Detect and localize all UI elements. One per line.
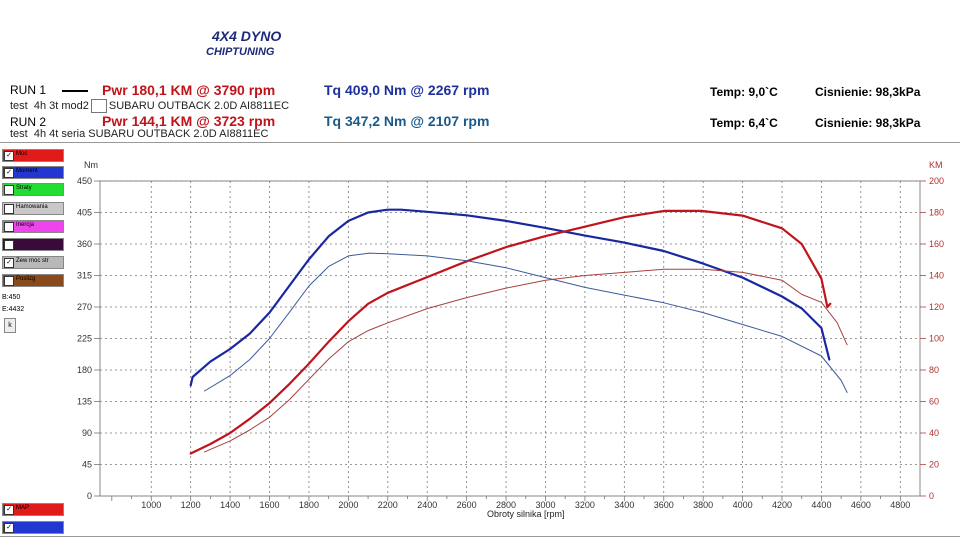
checkbox-moc[interactable]: ✓ <box>4 151 14 161</box>
side-toggle-zew-moc[interactable]: ✓ Zew moc str <box>2 256 64 269</box>
x-tick-label: 3400 <box>614 500 634 510</box>
run-1-color-box[interactable] <box>90 99 107 113</box>
run-1-label: RUN 1 <box>10 83 98 97</box>
right-tick-label: 40 <box>929 428 939 438</box>
left-tick-label: 45 <box>82 460 92 470</box>
left-tick-label: 90 <box>82 428 92 438</box>
run-1-description: test 4h 3t mod2 SUBARU OUTBACK 2.0D AI881… <box>10 99 289 113</box>
x-tick-label: 4600 <box>851 500 871 510</box>
run-1-test-id: 4h 3t mod2 <box>33 99 89 112</box>
k-button[interactable]: k <box>4 318 16 333</box>
x-tick-label: 3600 <box>654 500 674 510</box>
brand-subtitle: CHIPTUNING <box>206 46 275 58</box>
x-tick-label: 4800 <box>890 500 910 510</box>
x-tick-label: 1600 <box>260 500 280 510</box>
footer-divider <box>0 536 960 537</box>
right-tick-label: 200 <box>929 176 944 186</box>
run-1-line-sample <box>62 89 88 92</box>
run-2-description: test 4h 4t seria SUBARU OUTBACK 2.0D AI8… <box>10 128 268 140</box>
x-tick-label: 3000 <box>535 500 555 510</box>
right-tick-label: 120 <box>929 302 944 312</box>
left-tick-label: 270 <box>77 302 92 312</box>
side-toggle-poslizg[interactable]: Poslizg <box>2 274 64 287</box>
series-line-run-2-tq <box>204 252 848 393</box>
x-tick-label: 4400 <box>811 500 831 510</box>
run-2-power: Pwr 144,1 KM @ 3723 rpm <box>102 113 276 129</box>
side-info-b: B:450 <box>2 294 21 301</box>
left-tick-label: 450 <box>77 176 92 186</box>
right-tick-label: 100 <box>929 334 944 344</box>
run-1-torque: Tq 409,0 Nm @ 2267 rpm <box>324 82 490 98</box>
checkbox-atm[interactable]: ✓ <box>4 523 14 533</box>
run-2-temp: Temp: 6,4`C <box>710 116 778 130</box>
left-tick-label: 225 <box>77 334 92 344</box>
left-axis-unit: Nm <box>84 160 98 170</box>
series-line-run-1-pwr <box>189 209 832 455</box>
run-2-test-id: 4h 4t seria <box>33 128 86 140</box>
checkbox-poslizg[interactable] <box>4 276 14 286</box>
side-toggle-map[interactable]: ✓ MAP <box>2 503 64 516</box>
side-toggle-moc[interactable]: ✓ Moc <box>2 149 64 162</box>
checkbox-straty[interactable] <box>4 185 14 195</box>
x-tick-label: 4200 <box>772 500 792 510</box>
x-tick-label: 2000 <box>338 500 358 510</box>
left-tick-label: 405 <box>77 208 92 218</box>
x-tick-label: 2800 <box>496 500 516 510</box>
x-tick-label: 3800 <box>693 500 713 510</box>
dyno-chart: Nm KM Obroty silnika [rpm] 1000 1200 1400 1… <box>77 160 944 519</box>
run-2-test-label: test <box>10 128 28 140</box>
left-tick-label: 180 <box>77 365 92 375</box>
header-divider <box>0 142 960 143</box>
run-1-temp: Temp: 9,0`C <box>710 85 778 99</box>
left-tick-label: 135 <box>77 397 92 407</box>
run-2-label: RUN 2 <box>10 115 47 129</box>
side-toggle-inercja[interactable]: Inercja <box>2 220 64 233</box>
x-tick-label: 4000 <box>733 500 753 510</box>
checkbox-zew-moc[interactable]: ✓ <box>4 258 14 268</box>
run-1-pressure: Cisnienie: 98,3kPa <box>815 85 921 99</box>
checkbox-inercja[interactable] <box>4 222 14 232</box>
side-toggle-moment[interactable]: ✓ Moment <box>2 166 64 179</box>
right-tick-label: 0 <box>929 491 934 501</box>
x-tick-label: 1200 <box>181 500 201 510</box>
checkbox-podsumowanie[interactable] <box>4 240 14 250</box>
left-tick-label: 360 <box>77 239 92 249</box>
right-axis-unit: KM <box>929 160 943 170</box>
x-tick-label: 2200 <box>378 500 398 510</box>
side-toggle-podsumowanie[interactable]: Podsumowanie <box>2 238 64 251</box>
x-tick-label: 1400 <box>220 500 240 510</box>
brand-logo: 4X4 DYNO CHIPTUNING <box>206 28 281 58</box>
checkbox-moment[interactable]: ✓ <box>4 168 14 178</box>
series-line-run-2-pwr <box>204 268 848 453</box>
side-toggle-hamowania[interactable]: Hamowania <box>2 202 64 215</box>
right-tick-label: 160 <box>929 239 944 249</box>
run-2-pressure: Cisnienie: 98,3kPa <box>815 116 921 130</box>
side-toggle-atm[interactable]: ✓ ATM <box>2 521 64 534</box>
checkbox-hamowania[interactable] <box>4 204 14 214</box>
side-info-e: E:4432 <box>2 306 25 313</box>
x-tick-label: 3200 <box>575 500 595 510</box>
side-toggle-straty[interactable]: Straty <box>2 183 64 196</box>
run-1-power: Pwr 180,1 KM @ 3790 rpm <box>102 82 276 98</box>
right-tick-label: 20 <box>929 460 939 470</box>
run-1-car: SUBARU OUTBACK 2.0D AI8811EC <box>108 99 290 112</box>
left-tick-label: 0 <box>87 491 92 501</box>
left-tick-label: 315 <box>77 271 92 281</box>
brand-title: 4X4 DYNO <box>212 28 282 44</box>
x-tick-label: 1000 <box>141 500 161 510</box>
right-tick-label: 60 <box>929 397 939 407</box>
run-2-torque: Tq 347,2 Nm @ 2107 rpm <box>324 113 490 129</box>
x-tick-label: 1800 <box>299 500 319 510</box>
x-axis-label: Obroty silnika [rpm] <box>487 509 565 519</box>
x-tick-label: 2400 <box>417 500 437 510</box>
right-tick-label: 180 <box>929 208 944 218</box>
right-tick-label: 140 <box>929 271 944 281</box>
checkbox-map[interactable]: ✓ <box>4 505 14 515</box>
right-tick-label: 80 <box>929 365 939 375</box>
run-2-car: SUBARU OUTBACK 2.0D AI8811EC <box>88 128 269 140</box>
series-line-run-1-tq <box>189 208 831 387</box>
x-tick-label: 2600 <box>457 500 477 510</box>
run-1-test-label: test <box>10 99 28 112</box>
